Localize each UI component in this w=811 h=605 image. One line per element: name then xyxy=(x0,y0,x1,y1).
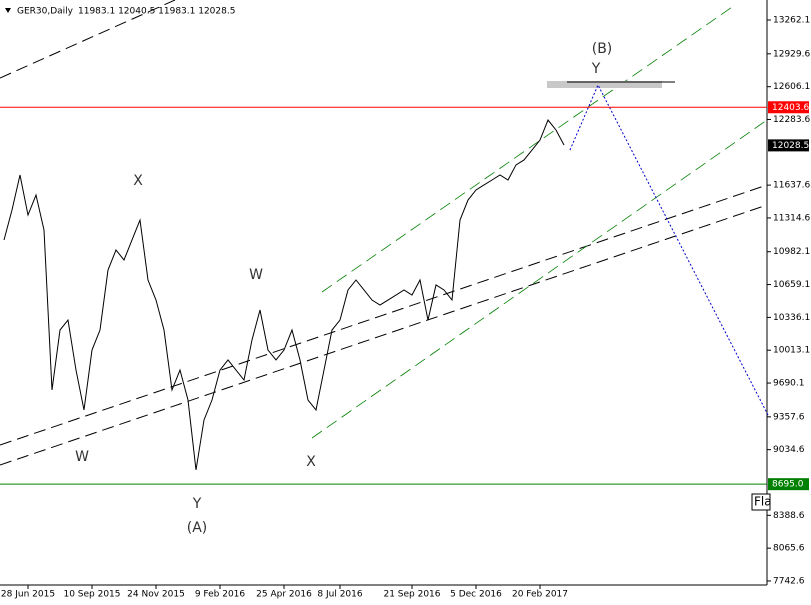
note-box xyxy=(751,493,771,511)
level-box xyxy=(768,139,809,152)
y-tick-label: 11637.6 xyxy=(773,181,810,191)
wave-label: W xyxy=(75,449,89,465)
channel-line xyxy=(321,4,736,293)
y-tick-label: 7742.6 xyxy=(773,576,805,586)
y-tick-label: 9690.1 xyxy=(773,379,805,389)
y-tick-label: 10982.1 xyxy=(773,247,810,257)
level-box xyxy=(768,101,809,114)
y-tick-label: 9034.6 xyxy=(773,445,805,455)
x-tick-label: 25 Apr 2016 xyxy=(256,590,312,600)
level-label: 12403.6 xyxy=(772,103,809,113)
channel-line xyxy=(311,119,768,439)
symbol: GER30,Daily xyxy=(17,7,74,17)
wave-label: X xyxy=(133,173,143,189)
y-tick-label: 12606.1 xyxy=(773,82,810,92)
note: Fla xyxy=(754,495,772,509)
x-tick-label: 8 Jul 2016 xyxy=(317,590,362,600)
wave-label: X xyxy=(306,454,316,470)
y-tick-label: 9357.6 xyxy=(773,412,805,422)
x-tick-label: 24 Nov 2015 xyxy=(127,590,185,600)
y-tick-label: 10013.1 xyxy=(773,346,810,356)
y-tick-label: 11314.6 xyxy=(773,213,810,223)
menu-icon xyxy=(5,8,11,13)
y-tick-label: 8388.6 xyxy=(773,511,805,521)
wave-label: Y xyxy=(591,61,601,77)
wave-label: Y xyxy=(192,496,202,512)
level-box xyxy=(768,478,809,491)
level-label: 12028.5 xyxy=(772,141,809,151)
trend-lines xyxy=(0,0,768,466)
trend-line xyxy=(0,0,176,79)
y-tick-label: 13262.1 xyxy=(773,16,810,26)
y-tick-label: 12283.6 xyxy=(773,115,810,125)
wave-label: W xyxy=(249,267,263,283)
price-line xyxy=(3,119,565,471)
x-tick-label: 5 Dec 2016 xyxy=(450,590,502,600)
y-tick-label: 8065.6 xyxy=(773,544,805,554)
ohlc: 11983.1 12040.5 11983.1 12028.5 xyxy=(78,7,235,17)
x-tick-label: 28 Jun 2015 xyxy=(1,590,55,600)
y-tick-label: 10336.1 xyxy=(773,313,810,323)
x-tick-label: 10 Sep 2015 xyxy=(63,590,120,600)
trend-line xyxy=(0,184,768,446)
trend-line xyxy=(0,204,768,466)
wave-label: (A) xyxy=(187,520,208,536)
y-tick-label: 10659.1 xyxy=(773,280,810,290)
target-zone xyxy=(547,81,662,88)
x-tick-label: 20 Feb 2017 xyxy=(512,590,568,600)
x-tick-label: 21 Sep 2016 xyxy=(383,590,440,600)
wave-label: (B) xyxy=(592,41,613,57)
x-tick-label: 9 Feb 2016 xyxy=(195,590,246,600)
y-tick-label: 12929.6 xyxy=(773,49,810,59)
level-label: 8695.0 xyxy=(772,480,804,490)
